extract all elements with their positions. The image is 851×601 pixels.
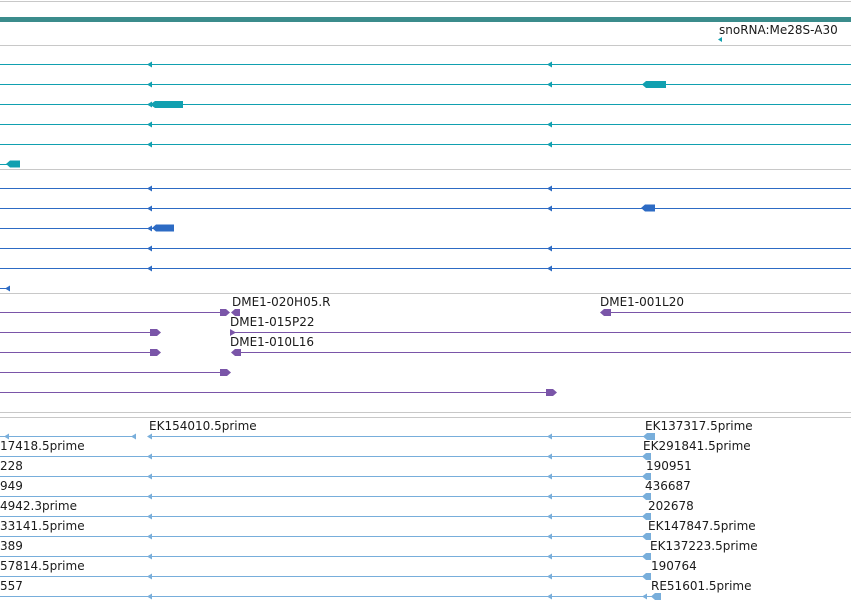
feature-label: 949 <box>0 479 23 493</box>
strand-arrow <box>547 493 552 500</box>
strand-arrow <box>147 533 152 540</box>
feature-label: 33141.5prime <box>0 519 85 533</box>
strand-arrow <box>147 121 152 128</box>
feature-label: DME1-015P22 <box>230 315 315 329</box>
feature-label: EK154010.5prime <box>149 419 257 433</box>
feature-label: 557 <box>0 579 23 593</box>
feature-label: EK147847.5prime <box>648 519 756 533</box>
snorna-feature[interactable]: snoRNA:Me28S-A30 <box>718 23 838 42</box>
est-block[interactable] <box>642 553 651 560</box>
strand-arrow <box>547 185 552 192</box>
feature-label: RE51601.5prime <box>651 579 752 593</box>
strand-arrow <box>4 433 9 440</box>
bac-end-block[interactable] <box>220 309 230 316</box>
strand-arrow <box>547 513 552 520</box>
strand-arrow <box>547 61 552 68</box>
strand-arrow <box>547 593 552 600</box>
bac-end-block[interactable] <box>150 329 161 336</box>
feature-label: DME1-020H05.R <box>232 295 331 309</box>
strand-arrow <box>547 245 552 252</box>
strand-arrow <box>147 245 152 252</box>
strand-arrow <box>147 593 152 600</box>
bac-end-block[interactable] <box>220 369 231 376</box>
feature-label: DME1-010L16 <box>230 335 314 349</box>
est-block[interactable] <box>642 493 651 500</box>
feature-label: 57814.5prime <box>0 559 85 573</box>
est-block[interactable] <box>643 433 655 440</box>
bac-end-block[interactable] <box>230 329 236 336</box>
est-track[interactable]: EK154010.5prime 17418.5prime 228 949 494… <box>0 419 758 600</box>
feature-label: 389 <box>0 539 23 553</box>
feature-label: 190764 <box>651 559 697 573</box>
mrna-introns <box>0 188 851 289</box>
strand-arrow <box>642 593 647 600</box>
feature-label: 17418.5prime <box>0 439 85 453</box>
strand-arrow <box>547 433 552 440</box>
rna-introns <box>0 64 851 165</box>
strand-arrow <box>547 265 552 272</box>
strand-arrow <box>547 81 552 88</box>
strand-arrow <box>147 81 152 88</box>
strand-arrow <box>147 265 152 272</box>
strand-arrow <box>131 433 136 440</box>
strand-arrow <box>147 61 152 68</box>
feature-label: EK137223.5prime <box>650 539 758 553</box>
est-block[interactable] <box>642 573 651 580</box>
bac-end-block[interactable] <box>231 309 240 316</box>
exon-block[interactable] <box>150 101 183 108</box>
est-block[interactable] <box>651 593 661 600</box>
strand-arrow <box>147 433 152 440</box>
est-block[interactable] <box>642 473 651 480</box>
exon-block[interactable] <box>642 81 666 88</box>
strand-arrow <box>547 453 552 460</box>
strand-arrow <box>147 205 152 212</box>
est-block[interactable] <box>642 533 651 540</box>
feature-label: 190951 <box>646 459 692 473</box>
bac-end-block[interactable] <box>231 349 241 356</box>
bac-end-block[interactable] <box>150 349 161 356</box>
feature-label: 228 <box>0 459 23 473</box>
strand-arrow <box>718 37 722 42</box>
exon-block[interactable] <box>6 160 20 168</box>
bac-end-block[interactable] <box>546 389 557 396</box>
strand-arrow <box>547 141 552 148</box>
mrna-transcript-track[interactable] <box>0 185 851 292</box>
strand-arrow <box>147 185 152 192</box>
feature-label: snoRNA:Me28S-A30 <box>719 23 838 37</box>
feature-label: EK137317.5prime <box>645 419 753 433</box>
strand-arrow <box>147 141 152 148</box>
strand-arrow <box>547 205 552 212</box>
top-track-bar <box>0 17 851 22</box>
strand-arrow <box>147 225 152 232</box>
strand-arrow <box>147 473 152 480</box>
est-block[interactable] <box>642 513 651 520</box>
strand-arrow <box>547 473 552 480</box>
exon-block[interactable] <box>641 204 655 212</box>
strand-arrow <box>5 285 10 292</box>
strand-arrow <box>147 453 152 460</box>
strand-arrow <box>147 573 152 580</box>
est-lines <box>0 436 661 597</box>
track-dividers <box>0 1 851 418</box>
strand-arrow <box>147 101 152 108</box>
feature-label: 436687 <box>645 479 691 493</box>
strand-arrow <box>147 493 152 500</box>
exon-block[interactable] <box>152 224 174 232</box>
strand-arrow <box>547 573 552 580</box>
bac-lines <box>0 312 851 393</box>
feature-label: 4942.3prime <box>0 499 77 513</box>
rna-transcript-track[interactable] <box>0 61 851 168</box>
feature-label: DME1-001L20 <box>600 295 684 309</box>
feature-label: 202678 <box>648 499 694 513</box>
bac-end-block[interactable] <box>600 309 611 316</box>
feature-label: EK291841.5prime <box>643 439 751 453</box>
strand-arrow <box>147 553 152 560</box>
est-block[interactable] <box>642 453 651 460</box>
bac-end-track[interactable]: DME1-020H05.R DME1-001L20 DME1-015P22 DM… <box>0 295 851 396</box>
strand-arrow <box>547 533 552 540</box>
strand-arrow <box>547 121 552 128</box>
strand-arrow <box>147 513 152 520</box>
strand-arrow <box>547 553 552 560</box>
